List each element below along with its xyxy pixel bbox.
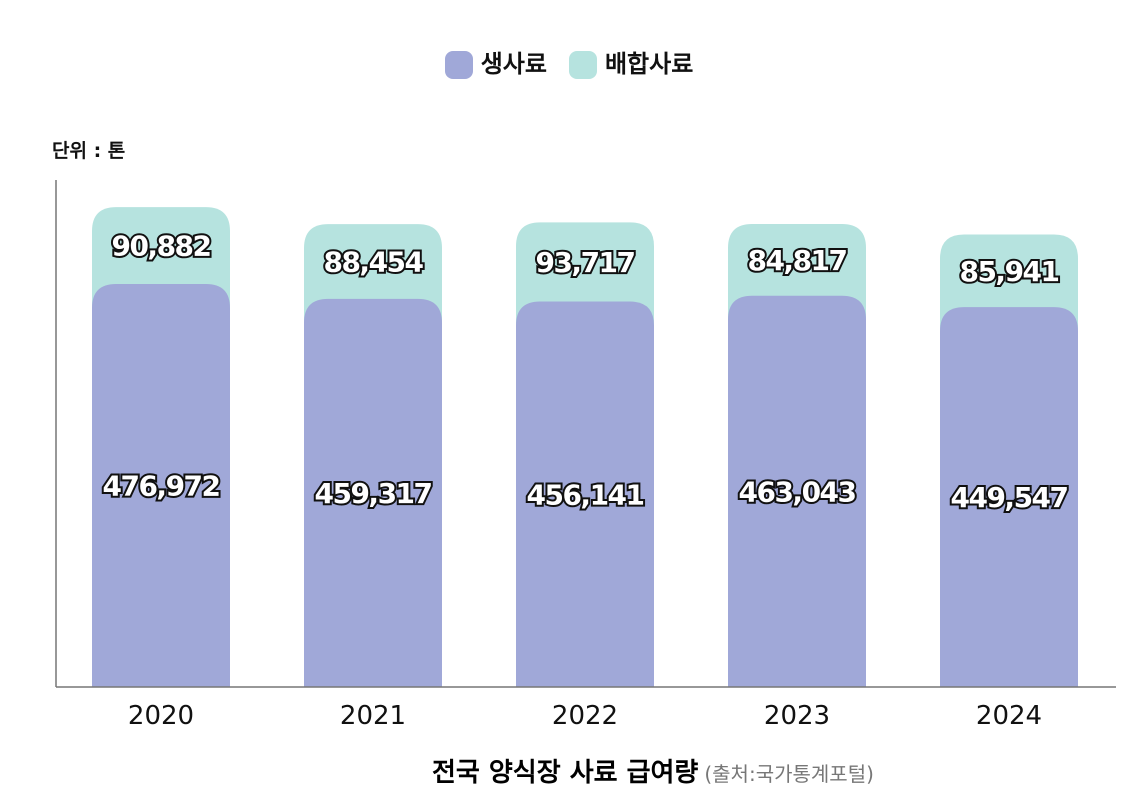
bar-raw-feed-2024	[940, 307, 1078, 687]
bar-raw-feed-2020	[92, 283, 230, 687]
chart-caption: 전국 양식장 사료 급여량 (출처:국가통계포털)	[432, 752, 874, 789]
data-label-raw-feed-2020: 476,972	[102, 469, 219, 502]
data-label-raw-feed-2024: 449,547	[950, 481, 1067, 514]
data-label-raw-feed-2021: 459,317	[314, 477, 431, 510]
x-tick-label-2020: 2020	[128, 701, 194, 731]
x-tick-label-2023: 2023	[764, 701, 830, 731]
bar-mixed-feed-2021	[304, 224, 442, 323]
caption-source: (출처:국가통계포털)	[704, 762, 874, 786]
data-label-mixed-feed-2021: 88,454	[323, 246, 423, 279]
x-tick-label-2022: 2022	[552, 701, 618, 731]
data-label-mixed-feed-2020: 90,882	[111, 230, 210, 263]
x-tick-label-2021: 2021	[340, 701, 406, 731]
legend-swatch-mixed-feed	[568, 50, 597, 79]
legend-label-mixed-feed: 배합사료	[604, 50, 694, 78]
bar-mixed-feed-2020	[92, 207, 230, 308]
bar-raw-feed-2023	[728, 295, 866, 687]
x-tick-label-2024: 2024	[976, 701, 1042, 731]
data-label-mixed-feed-2023: 84,817	[747, 244, 846, 277]
unit-label: 단위 : 톤	[52, 140, 126, 162]
bar-raw-feed-2022	[516, 301, 654, 687]
legend: 생사료 배합사료	[0, 44, 1138, 79]
bar-mixed-feed-2022	[516, 222, 654, 326]
bar-mixed-feed-2024	[940, 234, 1078, 332]
legend-swatch-raw-feed	[444, 50, 473, 79]
caption-title: 전국 양식장 사료 급여량	[432, 758, 699, 788]
legend-label-raw-feed: 생사료	[480, 50, 547, 78]
data-label-mixed-feed-2022: 93,717	[535, 246, 634, 279]
bar-raw-feed-2021	[304, 298, 442, 687]
legend-item-mixed-feed: 배합사료	[568, 44, 694, 79]
data-label-raw-feed-2022: 456,141	[526, 478, 643, 511]
data-label-raw-feed-2023: 463,043	[738, 475, 855, 508]
legend-item-raw-feed: 생사료	[444, 44, 547, 79]
data-label-mixed-feed-2024: 85,941	[959, 255, 1058, 288]
